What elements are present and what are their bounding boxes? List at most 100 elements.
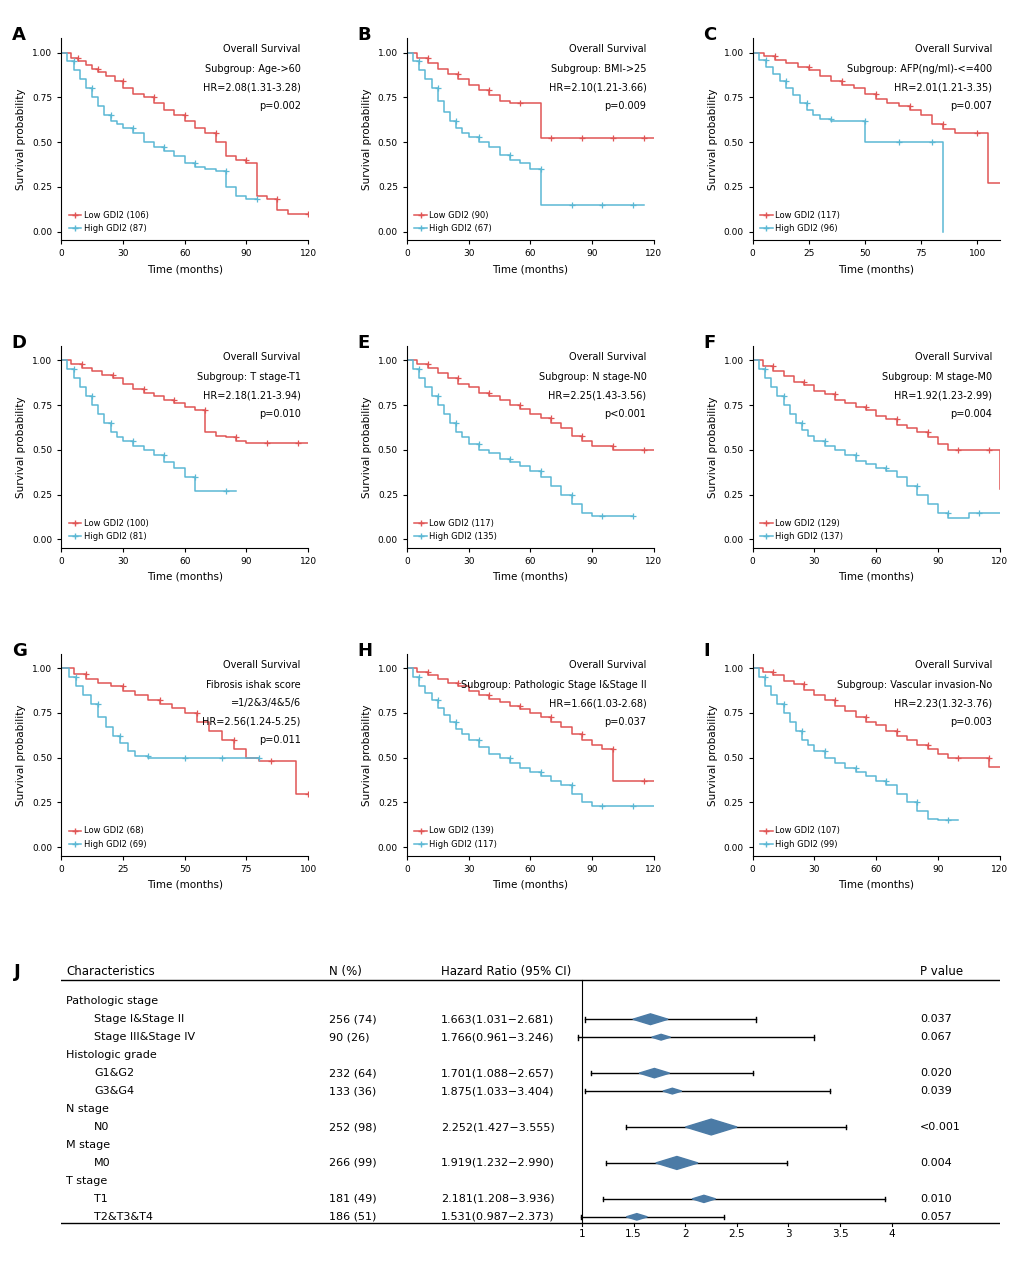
- Polygon shape: [692, 1195, 715, 1203]
- Text: Subgroup: AFP(ng/ml)-<=400: Subgroup: AFP(ng/ml)-<=400: [846, 65, 991, 75]
- Text: Subgroup: Vascular invasion-No: Subgroup: Vascular invasion-No: [837, 680, 991, 690]
- Text: G3&G4: G3&G4: [94, 1086, 135, 1096]
- Text: H: H: [358, 642, 372, 659]
- Text: p=0.011: p=0.011: [259, 735, 301, 745]
- Text: Subgroup: T stage-T1: Subgroup: T stage-T1: [197, 372, 301, 382]
- X-axis label: Time (months): Time (months): [838, 572, 913, 582]
- Legend: Low GDI2 (68), High GDI2 (69): Low GDI2 (68), High GDI2 (69): [65, 824, 150, 852]
- Polygon shape: [626, 1213, 647, 1220]
- Text: 266 (99): 266 (99): [328, 1158, 376, 1167]
- Y-axis label: Survival probability: Survival probability: [362, 89, 372, 190]
- Text: Stage III&Stage IV: Stage III&Stage IV: [94, 1032, 195, 1043]
- Text: 2.181(1.208−3.936): 2.181(1.208−3.936): [441, 1194, 554, 1204]
- Text: p=0.010: p=0.010: [259, 409, 301, 419]
- Text: N stage: N stage: [66, 1104, 109, 1114]
- Legend: Low GDI2 (90), High GDI2 (67): Low GDI2 (90), High GDI2 (67): [411, 207, 495, 237]
- Text: T1: T1: [94, 1194, 108, 1204]
- Text: T stage: T stage: [66, 1176, 107, 1186]
- Text: G: G: [12, 642, 26, 659]
- Text: 1.531(0.987−2.373): 1.531(0.987−2.373): [441, 1212, 554, 1222]
- Text: 1.663(1.031−2.681): 1.663(1.031−2.681): [441, 1015, 554, 1025]
- Text: 232 (64): 232 (64): [328, 1068, 376, 1078]
- Text: 3.5: 3.5: [830, 1228, 848, 1239]
- Text: B: B: [358, 25, 371, 45]
- Text: Overall Survival: Overall Survival: [569, 659, 646, 670]
- Text: M0: M0: [94, 1158, 110, 1167]
- Text: p=0.002: p=0.002: [259, 101, 301, 111]
- Text: 2.252(1.427−3.555): 2.252(1.427−3.555): [441, 1122, 554, 1132]
- Text: 256 (74): 256 (74): [328, 1015, 376, 1025]
- X-axis label: Time (months): Time (months): [838, 264, 913, 274]
- Text: Overall Survival: Overall Survival: [569, 353, 646, 362]
- Text: 133 (36): 133 (36): [328, 1086, 376, 1096]
- Text: HR=2.18(1.21-3.94): HR=2.18(1.21-3.94): [203, 391, 301, 401]
- Text: G1&G2: G1&G2: [94, 1068, 135, 1078]
- Text: Fibrosis ishak score: Fibrosis ishak score: [206, 680, 301, 690]
- X-axis label: Time (months): Time (months): [492, 572, 568, 582]
- Text: p=0.003: p=0.003: [950, 717, 991, 727]
- Text: <0.001: <0.001: [919, 1122, 960, 1132]
- Text: HR=1.66(1.03-2.68): HR=1.66(1.03-2.68): [548, 699, 646, 708]
- X-axis label: Time (months): Time (months): [492, 880, 568, 890]
- Y-axis label: Survival probability: Survival probability: [16, 704, 26, 806]
- Y-axis label: Survival probability: Survival probability: [707, 89, 717, 190]
- Text: 1.701(1.088−2.657): 1.701(1.088−2.657): [441, 1068, 554, 1078]
- Legend: Low GDI2 (100), High GDI2 (81): Low GDI2 (100), High GDI2 (81): [65, 516, 152, 544]
- Legend: Low GDI2 (117), High GDI2 (96): Low GDI2 (117), High GDI2 (96): [756, 207, 843, 237]
- Legend: Low GDI2 (106), High GDI2 (87): Low GDI2 (106), High GDI2 (87): [65, 207, 152, 237]
- Text: T2&T3&T4: T2&T3&T4: [94, 1212, 153, 1222]
- Text: p<0.001: p<0.001: [604, 409, 646, 419]
- Text: J: J: [14, 962, 21, 980]
- Text: 0.020: 0.020: [919, 1068, 951, 1078]
- Text: 0.004: 0.004: [919, 1158, 951, 1167]
- Text: Hazard Ratio (95% CI): Hazard Ratio (95% CI): [441, 965, 571, 978]
- Text: Stage I&Stage II: Stage I&Stage II: [94, 1015, 184, 1025]
- Text: HR=2.25(1.43-3.56): HR=2.25(1.43-3.56): [548, 391, 646, 401]
- Text: 90 (26): 90 (26): [328, 1032, 369, 1043]
- Text: HR=2.56(1.24-5.25): HR=2.56(1.24-5.25): [202, 717, 301, 727]
- Text: 1.919(1.232−2.990): 1.919(1.232−2.990): [441, 1158, 554, 1167]
- Y-axis label: Survival probability: Survival probability: [707, 396, 717, 498]
- Text: HR=2.10(1.21-3.66): HR=2.10(1.21-3.66): [548, 83, 646, 93]
- Text: Subgroup: Pathologic Stage I&Stage II: Subgroup: Pathologic Stage I&Stage II: [461, 680, 646, 690]
- X-axis label: Time (months): Time (months): [147, 264, 222, 274]
- Text: N (%): N (%): [328, 965, 361, 978]
- Text: Histologic grade: Histologic grade: [66, 1050, 157, 1060]
- Legend: Low GDI2 (117), High GDI2 (135): Low GDI2 (117), High GDI2 (135): [411, 516, 500, 544]
- Text: Overall Survival: Overall Survival: [914, 659, 991, 670]
- Polygon shape: [651, 1035, 669, 1040]
- Text: I: I: [702, 642, 709, 659]
- Y-axis label: Survival probability: Survival probability: [362, 704, 372, 806]
- Text: 1.875(1.033−3.404): 1.875(1.033−3.404): [441, 1086, 554, 1096]
- Polygon shape: [632, 1013, 667, 1025]
- X-axis label: Time (months): Time (months): [838, 880, 913, 890]
- Text: 181 (49): 181 (49): [328, 1194, 376, 1204]
- Text: Overall Survival: Overall Survival: [914, 45, 991, 55]
- Polygon shape: [685, 1119, 737, 1136]
- Polygon shape: [639, 1068, 668, 1078]
- Text: Subgroup: Age->60: Subgroup: Age->60: [205, 65, 301, 75]
- Text: 4: 4: [888, 1228, 894, 1239]
- Text: 3: 3: [785, 1228, 791, 1239]
- Y-axis label: Survival probability: Survival probability: [16, 396, 26, 498]
- Text: 1.766(0.961−3.246): 1.766(0.961−3.246): [441, 1032, 554, 1043]
- Text: Subgroup: BMI->25: Subgroup: BMI->25: [550, 65, 646, 75]
- Text: M stage: M stage: [66, 1141, 110, 1150]
- Text: 0.039: 0.039: [919, 1086, 951, 1096]
- Text: 0.067: 0.067: [919, 1032, 951, 1043]
- Text: 2: 2: [682, 1228, 688, 1239]
- Text: 0.010: 0.010: [919, 1194, 951, 1204]
- Text: HR=2.08(1.31-3.28): HR=2.08(1.31-3.28): [203, 83, 301, 93]
- Text: Overall Survival: Overall Survival: [569, 45, 646, 55]
- Text: Overall Survival: Overall Survival: [223, 659, 301, 670]
- Text: 2.5: 2.5: [728, 1228, 745, 1239]
- Text: E: E: [358, 334, 370, 351]
- Text: HR=1.92(1.23-2.99): HR=1.92(1.23-2.99): [894, 391, 991, 401]
- Text: Subgroup: N stage-N0: Subgroup: N stage-N0: [538, 372, 646, 382]
- X-axis label: Time (months): Time (months): [147, 880, 222, 890]
- Y-axis label: Survival probability: Survival probability: [362, 396, 372, 498]
- Text: Overall Survival: Overall Survival: [223, 353, 301, 362]
- Text: P value: P value: [919, 965, 962, 978]
- Text: p=0.004: p=0.004: [950, 409, 991, 419]
- Text: C: C: [702, 25, 715, 45]
